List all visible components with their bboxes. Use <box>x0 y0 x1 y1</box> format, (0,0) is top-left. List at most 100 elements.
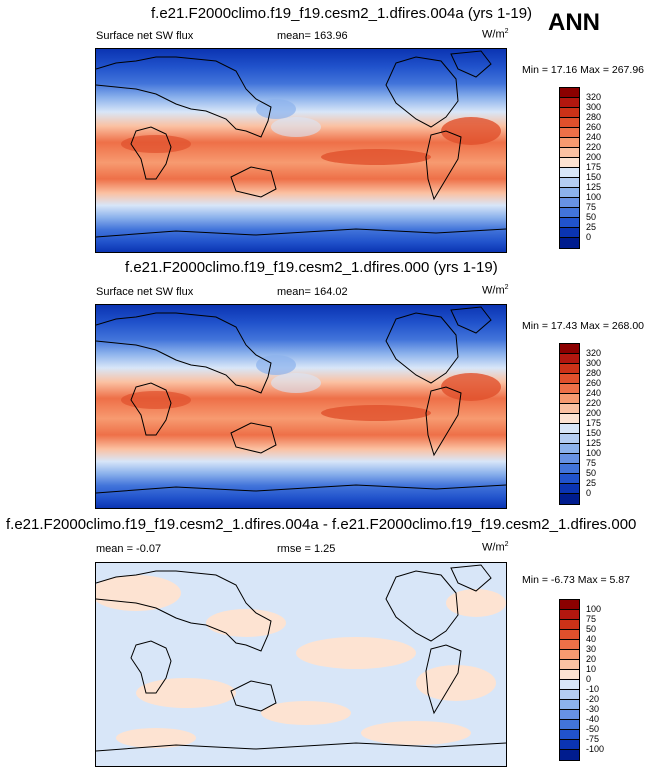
colorbar-swatch <box>560 630 579 640</box>
colorbar-tick-label: 100 <box>586 604 602 614</box>
panel-2-variable: Surface net SW flux <box>96 286 194 298</box>
colorbar-tick-label: 50 <box>586 468 597 478</box>
colorbar-tick-label: -100 <box>586 744 605 754</box>
colorbar-swatch <box>560 650 579 660</box>
colorbar-swatch <box>560 494 579 504</box>
colorbar-swatch <box>560 484 579 494</box>
colorbar-swatch <box>560 228 579 238</box>
colorbar-tick-label: -40 <box>586 714 600 724</box>
panel-3-mean: mean = -0.07 <box>96 543 162 555</box>
panel-1-variable: Surface net SW flux <box>96 30 194 42</box>
colorbar-tick-label: 25 <box>586 222 597 232</box>
panel-3-colorbar <box>559 599 580 761</box>
colorbar-swatch <box>560 118 579 128</box>
colorbar-tick-label: 150 <box>586 428 602 438</box>
panel-1-colorbar <box>559 87 580 249</box>
panel-3-positive-patches <box>96 575 506 748</box>
colorbar-swatch <box>560 88 579 98</box>
colorbar-tick-label: 260 <box>586 378 602 388</box>
panel-2-colorbar <box>559 343 580 505</box>
colorbar-swatch <box>560 178 579 188</box>
colorbar-tick-label: 200 <box>586 152 602 162</box>
panel-2-minmax: Min = 17.43 Max = 268.00 <box>522 320 644 332</box>
colorbar-tick-label: 125 <box>586 182 602 192</box>
colorbar-tick-label: -75 <box>586 734 600 744</box>
colorbar-tick-label: 25 <box>586 478 597 488</box>
colorbar-tick-label: 175 <box>586 162 602 172</box>
colorbar-swatch <box>560 148 579 158</box>
colorbar-swatch <box>560 374 579 384</box>
season-label: ANN <box>548 9 600 36</box>
colorbar-swatch <box>560 238 579 248</box>
colorbar-swatch <box>560 158 579 168</box>
colorbar-swatch <box>560 344 579 354</box>
colorbar-swatch <box>560 640 579 650</box>
colorbar-tick-label: 20 <box>586 654 597 664</box>
colorbar-swatch <box>560 710 579 720</box>
colorbar-swatch <box>560 700 579 710</box>
colorbar-swatch <box>560 610 579 620</box>
colorbar-swatch <box>560 740 579 750</box>
colorbar-tick-label: 40 <box>586 634 597 644</box>
panel-2-units: W/m2 <box>482 284 509 297</box>
colorbar-tick-label: 300 <box>586 358 602 368</box>
colorbar-swatch <box>560 720 579 730</box>
colorbar-swatch <box>560 600 579 610</box>
colorbar-tick-label: 200 <box>586 408 602 418</box>
colorbar-tick-label: 320 <box>586 92 602 102</box>
panel-2-mean: mean= 164.02 <box>277 286 348 298</box>
colorbar-tick-label: 75 <box>586 202 597 212</box>
colorbar-swatch <box>560 198 579 208</box>
colorbar-tick-label: 100 <box>586 192 602 202</box>
colorbar-swatch <box>560 670 579 680</box>
colorbar-tick-label: 175 <box>586 418 602 428</box>
colorbar-tick-label: -10 <box>586 684 600 694</box>
colorbar-swatch <box>560 434 579 444</box>
colorbar-swatch <box>560 464 579 474</box>
colorbar-tick-label: 220 <box>586 398 602 408</box>
colorbar-swatch <box>560 414 579 424</box>
colorbar-swatch <box>560 98 579 108</box>
colorbar-tick-label: 150 <box>586 172 602 182</box>
panel-1-mean: mean= 163.96 <box>277 30 348 42</box>
colorbar-swatch <box>560 680 579 690</box>
colorbar-tick-label: -30 <box>586 704 600 714</box>
colorbar-tick-label: 100 <box>586 448 602 458</box>
colorbar-tick-label: 240 <box>586 388 602 398</box>
colorbar-swatch <box>560 384 579 394</box>
panel-1-map <box>95 48 507 253</box>
colorbar-swatch <box>560 444 579 454</box>
colorbar-swatch <box>560 660 579 670</box>
colorbar-swatch <box>560 168 579 178</box>
colorbar-tick-label: 260 <box>586 122 602 132</box>
colorbar-tick-label: 50 <box>586 624 597 634</box>
colorbar-tick-label: 280 <box>586 368 602 378</box>
colorbar-swatch <box>560 138 579 148</box>
colorbar-tick-label: 0 <box>586 232 592 242</box>
colorbar-tick-label: -50 <box>586 724 600 734</box>
colorbar-tick-label: 280 <box>586 112 602 122</box>
panel-3-minmax: Min = -6.73 Max = 5.87 <box>522 574 630 586</box>
colorbar-swatch <box>560 108 579 118</box>
panel-3-title: f.e21.F2000climo.f19_f19.cesm2_1.dfires.… <box>6 516 637 533</box>
colorbar-tick-label: 240 <box>586 132 602 142</box>
panel-2-warm-patches <box>121 355 501 421</box>
colorbar-tick-label: 0 <box>586 488 592 498</box>
colorbar-swatch <box>560 404 579 414</box>
colorbar-tick-label: 125 <box>586 438 602 448</box>
colorbar-swatch <box>560 474 579 484</box>
panel-2-title: f.e21.F2000climo.f19_f19.cesm2_1.dfires.… <box>125 259 498 276</box>
panel-3-map <box>95 562 507 767</box>
colorbar-swatch <box>560 364 579 374</box>
colorbar-swatch <box>560 188 579 198</box>
colorbar-swatch <box>560 394 579 404</box>
colorbar-swatch <box>560 620 579 630</box>
panel-2-map <box>95 304 507 509</box>
panel-1-warm-patches <box>121 99 501 165</box>
colorbar-tick-label: 75 <box>586 614 597 624</box>
colorbar-tick-label: 0 <box>586 674 592 684</box>
panel-1-units: W/m2 <box>482 28 509 41</box>
colorbar-swatch <box>560 128 579 138</box>
colorbar-tick-label: -20 <box>586 694 600 704</box>
colorbar-tick-label: 10 <box>586 664 597 674</box>
